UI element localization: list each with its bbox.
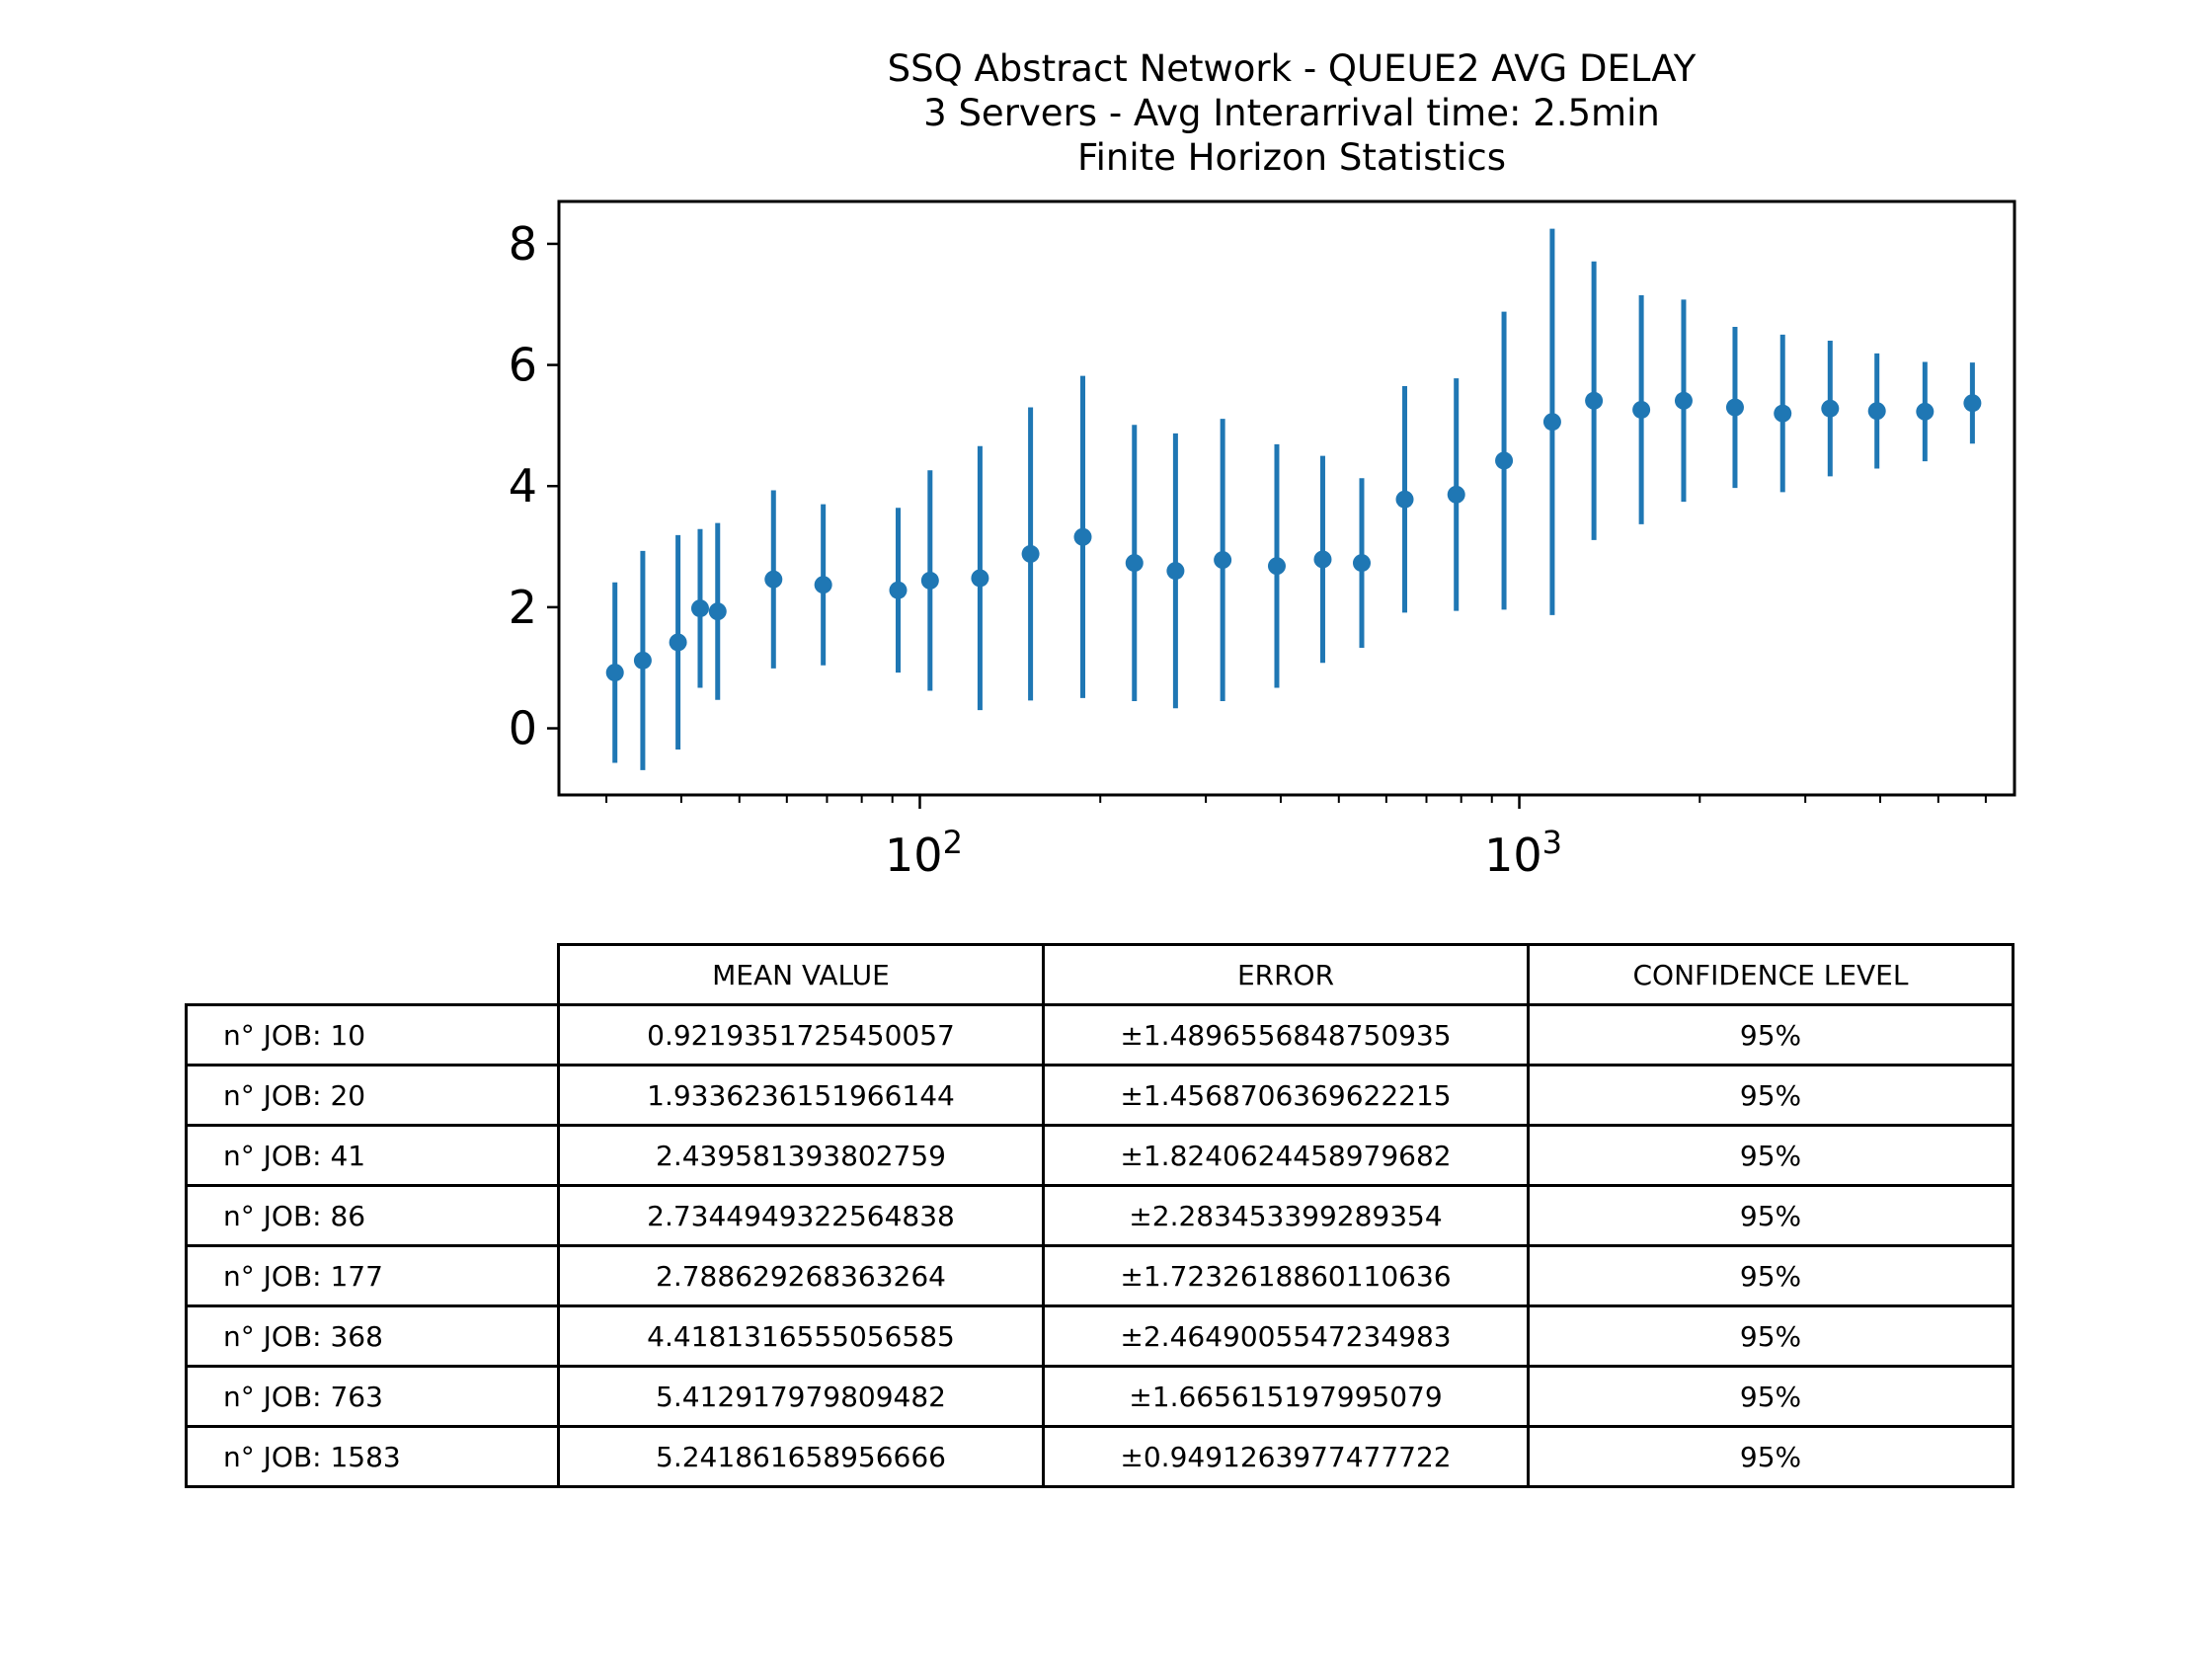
confidence-cell: 95%	[1527, 1365, 2014, 1428]
statistics-table: MEAN VALUE ERROR CONFIDENCE LEVEL n° JOB…	[185, 943, 2014, 1488]
axes-frame	[557, 199, 2016, 797]
data-point	[1267, 557, 1286, 576]
table-row: n° JOB: 763 5.412917979809482 ±1.6656151…	[185, 1365, 2014, 1428]
mean-cell: 2.439581393802759	[557, 1124, 1045, 1187]
data-point	[889, 581, 908, 599]
chart-title-line-2: 3 Servers - Avg Interarrival time: 2.5mi…	[923, 92, 1660, 134]
data-point	[1073, 527, 1092, 546]
mean-cell: 5.412917979809482	[557, 1365, 1045, 1428]
data-point	[708, 602, 727, 621]
data-point	[1821, 399, 1840, 418]
row-label: n° JOB: 10	[185, 1003, 560, 1066]
chart-title-line-1: SSQ Abstract Network - QUEUE2 AVG DELAY	[888, 47, 1697, 90]
data-point	[1021, 544, 1040, 563]
data-point	[605, 664, 624, 682]
data-point	[814, 576, 832, 594]
mean-cell: 5.241861658956666	[557, 1425, 1045, 1488]
row-label: n° JOB: 177	[185, 1244, 560, 1307]
table-row: n° JOB: 20 1.9336236151966144 ±1.4568706…	[185, 1064, 2014, 1127]
error-cell: ±1.4568706369622215	[1042, 1064, 1530, 1127]
confidence-cell: 95%	[1527, 1184, 2014, 1247]
table-row: n° JOB: 86 2.7344949322564838 ±2.2834533…	[185, 1184, 2014, 1247]
y-tick-label: 0	[509, 702, 537, 755]
y-tick-label: 8	[509, 217, 537, 271]
mean-cell: 2.788629268363264	[557, 1244, 1045, 1307]
data-point	[764, 570, 783, 589]
row-label: n° JOB: 20	[185, 1064, 560, 1127]
data-point	[669, 633, 687, 652]
data-point	[1585, 391, 1604, 410]
data-point	[1395, 490, 1414, 509]
chart-title-line-3: Finite Horizon Statistics	[1077, 136, 1506, 179]
error-cell: ±2.283453399289354	[1042, 1184, 1530, 1247]
table-row: n° JOB: 368 4.4181316555056585 ±2.464900…	[185, 1304, 2014, 1368]
column-header-mean: MEAN VALUE	[557, 943, 1045, 1006]
error-cell: ±1.7232618860110636	[1042, 1244, 1530, 1307]
row-label: n° JOB: 763	[185, 1365, 560, 1428]
data-point	[1313, 550, 1332, 569]
data-point	[1166, 562, 1185, 581]
mean-cell: 2.7344949322564838	[557, 1184, 1045, 1247]
error-cell: ±2.4649005547234983	[1042, 1304, 1530, 1368]
error-cell: ±1.4896556848750935	[1042, 1003, 1530, 1066]
confidence-cell: 95%	[1527, 1064, 2014, 1127]
y-tick-label: 6	[509, 339, 537, 392]
mean-cell: 0.9219351725450057	[557, 1003, 1045, 1066]
error-cell: ±1.665615197995079	[1042, 1365, 1530, 1428]
table-corner-cell	[187, 945, 559, 1005]
data-point	[1963, 394, 1982, 413]
mean-cell: 4.4181316555056585	[557, 1304, 1045, 1368]
mean-cell: 1.9336236151966144	[557, 1064, 1045, 1127]
confidence-cell: 95%	[1527, 1244, 2014, 1307]
x-tick-label: 103	[1484, 824, 1562, 882]
data-point	[971, 569, 989, 588]
data-point	[633, 651, 652, 670]
error-cell: ±1.8240624458979682	[1042, 1124, 1530, 1187]
table-row: n° JOB: 41 2.439581393802759 ±1.82406244…	[185, 1124, 2014, 1187]
data-point	[1725, 398, 1744, 417]
data-point	[1125, 554, 1144, 573]
confidence-cell: 95%	[1527, 1304, 2014, 1368]
table-header-row: MEAN VALUE ERROR CONFIDENCE LEVEL	[187, 943, 2014, 1006]
row-label: n° JOB: 1583	[185, 1425, 560, 1488]
data-point	[920, 571, 939, 590]
row-label: n° JOB: 86	[185, 1184, 560, 1247]
table-row: n° JOB: 177 2.788629268363264 ±1.7232618…	[185, 1244, 2014, 1307]
data-point	[1674, 391, 1693, 410]
column-header-confidence: CONFIDENCE LEVEL	[1527, 943, 2014, 1006]
data-point	[1916, 402, 1935, 421]
y-tick-label: 4	[509, 459, 537, 513]
x-tick-label: 102	[885, 824, 963, 882]
confidence-cell: 95%	[1527, 1425, 2014, 1488]
data-point	[1352, 554, 1371, 573]
confidence-cell: 95%	[1527, 1003, 2014, 1066]
y-tick-label: 2	[509, 581, 537, 634]
chart-title: SSQ Abstract Network - QUEUE2 AVG DELAY …	[888, 47, 1697, 179]
data-point	[1214, 551, 1232, 570]
row-label: n° JOB: 368	[185, 1304, 560, 1368]
data-point	[1867, 402, 1886, 421]
error-cell: ±0.9491263977477722	[1042, 1425, 1530, 1488]
data-point	[1632, 400, 1651, 419]
data-point	[1542, 413, 1561, 432]
row-label: n° JOB: 41	[185, 1124, 560, 1187]
table-row: n° JOB: 10 0.9219351725450057 ±1.4896556…	[185, 1003, 2014, 1066]
table-row: n° JOB: 1583 5.241861658956666 ±0.949126…	[185, 1425, 2014, 1488]
data-point	[690, 599, 709, 618]
confidence-cell: 95%	[1527, 1124, 2014, 1187]
data-point	[1447, 485, 1465, 504]
data-point	[1495, 451, 1514, 470]
plot-area: 0 2 4 6 8 102 103	[509, 199, 2016, 882]
data-point	[1774, 404, 1792, 423]
column-header-error: ERROR	[1042, 943, 1530, 1006]
